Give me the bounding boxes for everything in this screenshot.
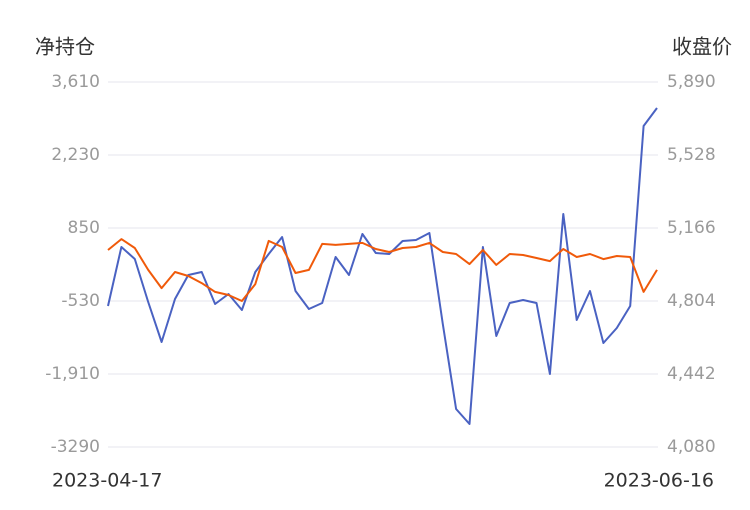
y-tick-label: -3290	[51, 437, 100, 457]
y2-tick-label: 5,528	[667, 145, 716, 165]
y2-tick-label: 5,166	[667, 218, 716, 238]
y2-tick-label: 4,442	[667, 364, 716, 384]
y-tick-label: -1,910	[45, 364, 100, 384]
y2-tick-label: 4,804	[667, 291, 716, 311]
y-tick-label: 3,610	[51, 72, 100, 92]
y-tick-label: 850	[68, 218, 100, 238]
series-line	[107, 107, 658, 425]
y-tick-label: -530	[61, 291, 100, 311]
y-axis-title: 净持仓	[35, 35, 95, 59]
x-tick-label: 2023-06-16	[604, 470, 714, 492]
x-tick-label: 2023-04-17	[52, 470, 162, 492]
y-tick-label: 2,230	[51, 145, 100, 165]
y2-tick-label: 5,890	[667, 72, 716, 92]
series-line	[107, 238, 658, 302]
y2-tick-label: 4,080	[667, 437, 716, 457]
y2-axis-title: 收盘价	[672, 35, 732, 59]
